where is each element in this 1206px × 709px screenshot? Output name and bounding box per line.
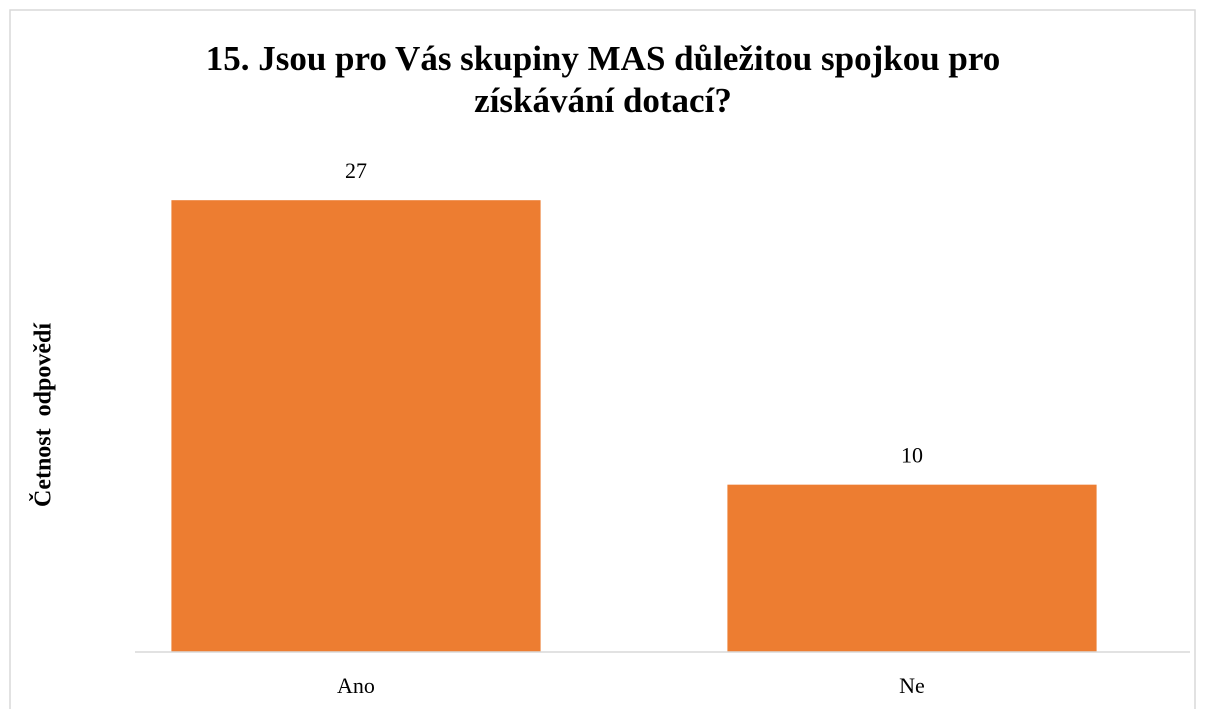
x-tick-label: Ne xyxy=(899,673,925,698)
chart-border xyxy=(9,9,1196,709)
data-label: 27 xyxy=(345,158,367,183)
x-tick-label: Ano xyxy=(337,673,375,698)
chart-title: 15. Jsou pro Vás skupiny MAS důležitou s… xyxy=(205,39,1001,120)
y-axis-label: Četnost odpovědí xyxy=(30,323,57,507)
bar xyxy=(171,200,541,652)
data-label: 10 xyxy=(901,443,923,468)
bar xyxy=(727,484,1097,652)
